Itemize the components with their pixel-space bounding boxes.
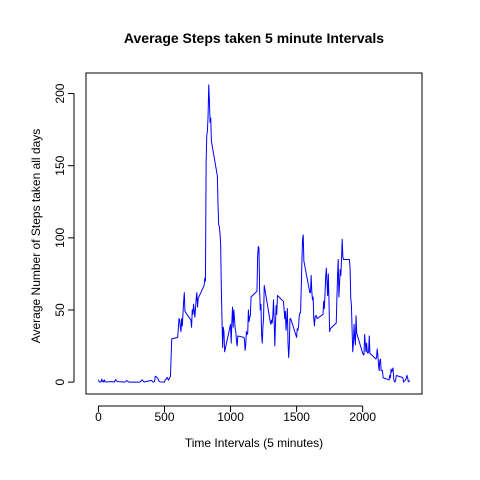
y-axis-label: Average Number of Steps taken all days bbox=[29, 129, 43, 344]
x-tick-label: 2000 bbox=[349, 410, 376, 424]
series-line bbox=[97, 84, 411, 383]
x-tick-label: 0 bbox=[95, 410, 102, 424]
y-tick-label: 200 bbox=[53, 83, 67, 103]
x-tick-label: 1500 bbox=[283, 410, 310, 424]
x-tick-label: 500 bbox=[154, 410, 174, 424]
plot-area-frame bbox=[85, 72, 423, 395]
chart-title: Average Steps taken 5 minute Intervals bbox=[124, 30, 384, 46]
y-axis: 0 50 100 150 200 bbox=[53, 83, 75, 385]
x-axis-label: Time Intervals (5 minutes) bbox=[185, 436, 323, 450]
y-tick-label: 150 bbox=[53, 155, 67, 175]
series-layer bbox=[97, 84, 411, 383]
y-tick-label: 0 bbox=[53, 378, 67, 385]
y-tick-label: 50 bbox=[53, 303, 67, 317]
x-tick-label: 1000 bbox=[217, 410, 244, 424]
y-tick-label: 100 bbox=[53, 227, 67, 247]
x-axis: 0 500 1000 1500 2000 bbox=[95, 405, 376, 424]
